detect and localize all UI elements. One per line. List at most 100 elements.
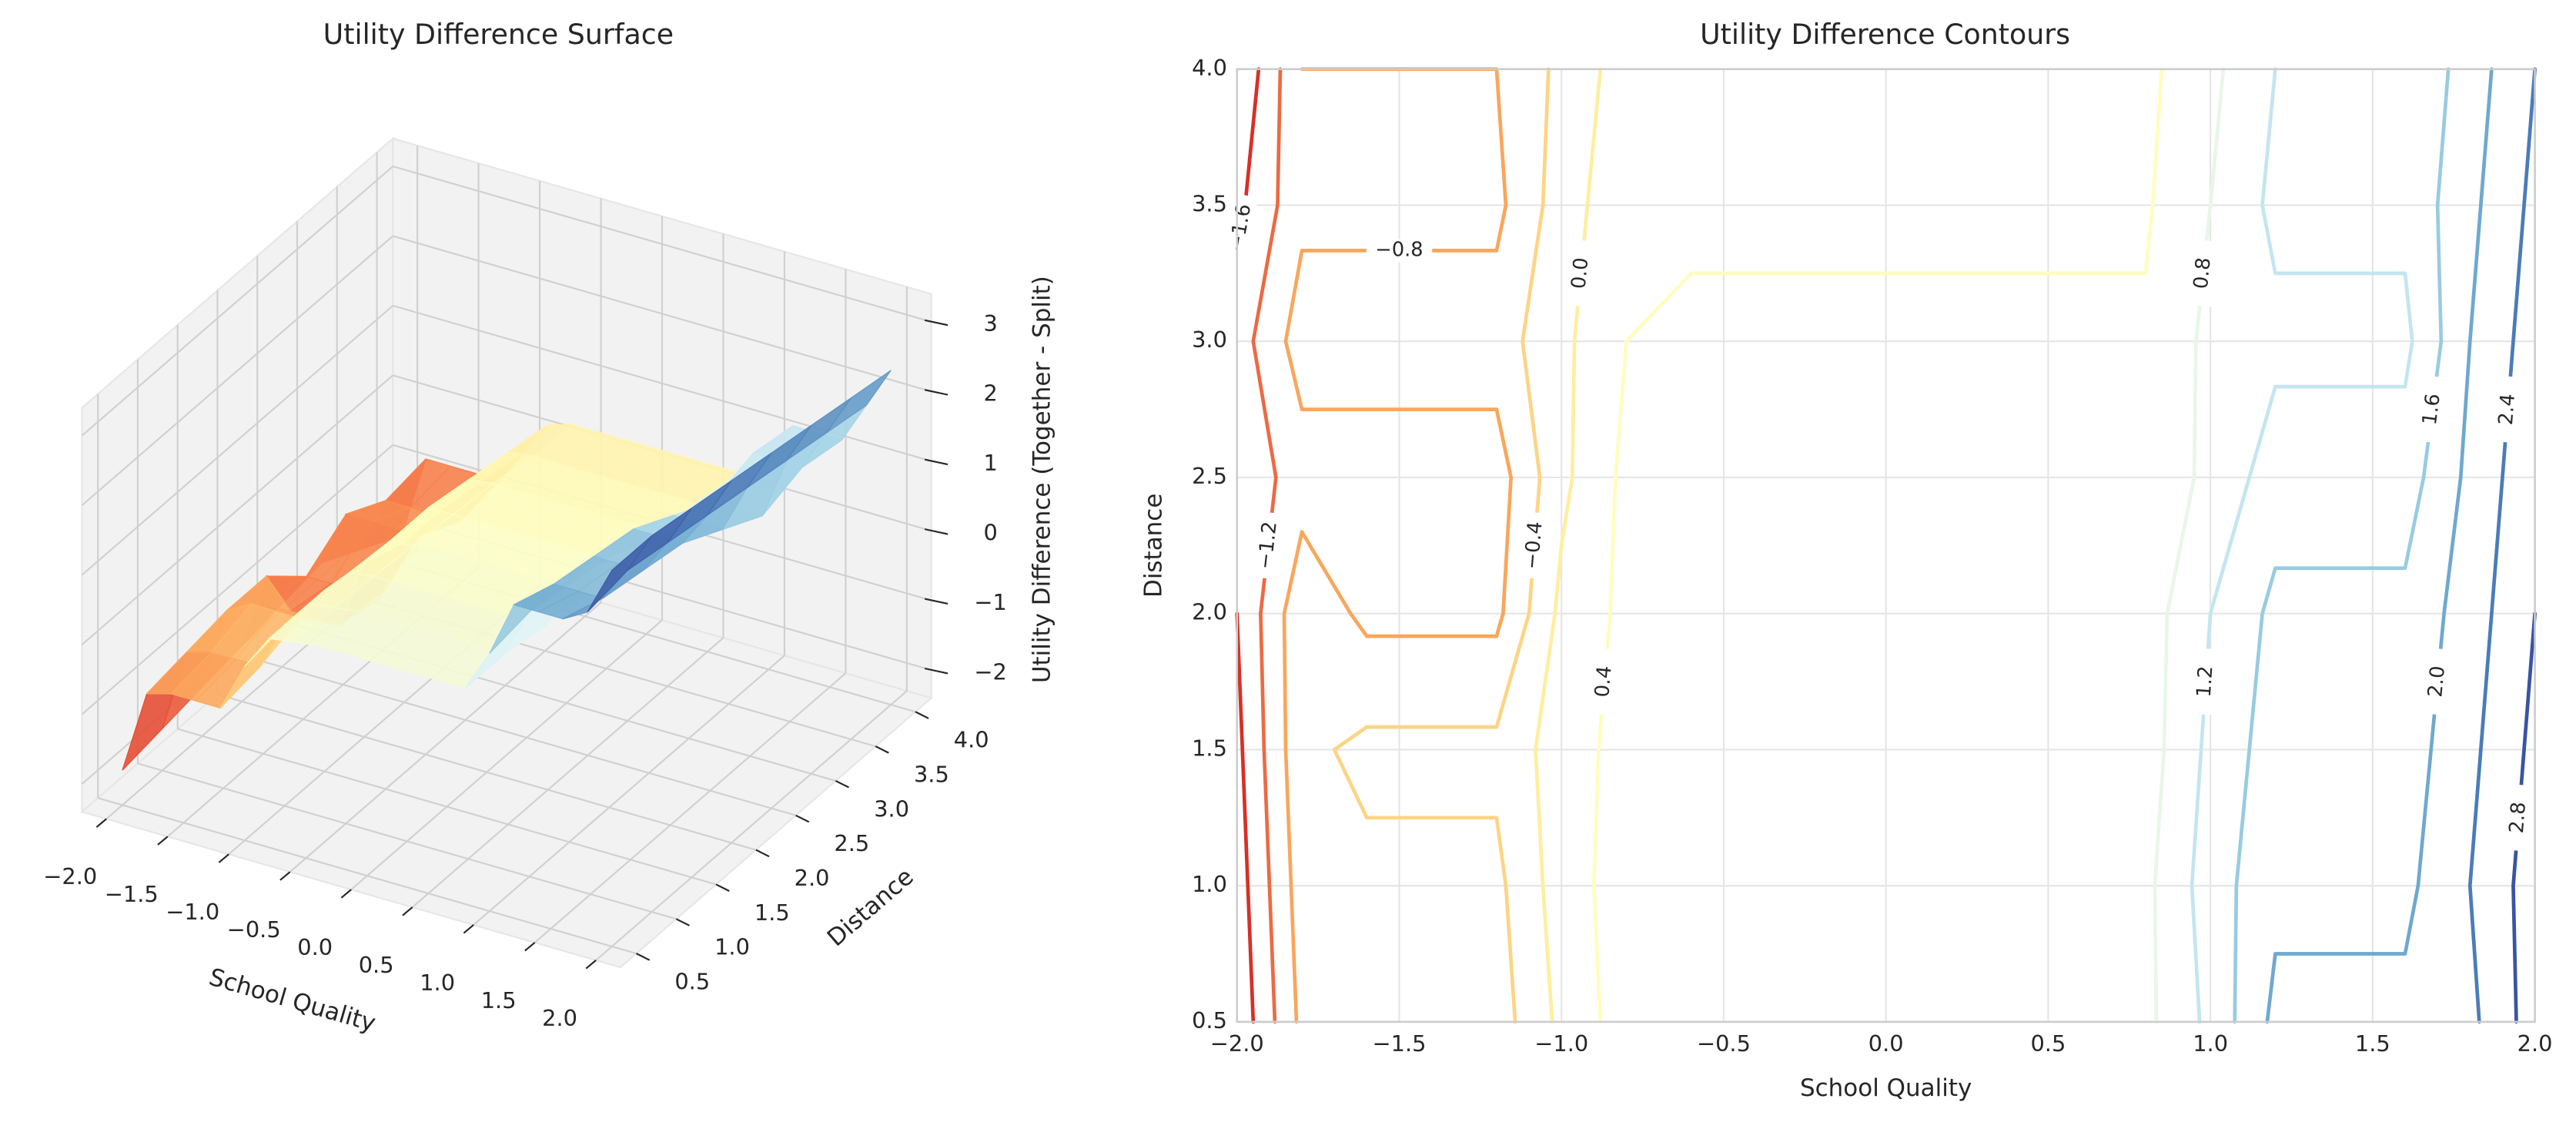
y-tick-label: 1.0 [714, 934, 750, 960]
x-tick-label: −1.5 [1372, 1030, 1426, 1057]
z-tick-label: 1 [983, 450, 997, 476]
x-tick-label: 0.0 [297, 934, 333, 960]
x-tick-label: −1.0 [166, 899, 219, 925]
contour-line [1592, 67, 2164, 1024]
tick-mark [835, 779, 850, 789]
x-tick-label: −2.0 [43, 863, 97, 889]
tick-mark [524, 942, 536, 952]
y-tick-label: 4.0 [954, 727, 989, 753]
contour-label-background [1223, 193, 1259, 263]
y-tick-label: 2.5 [1192, 463, 1227, 489]
tick-mark [585, 960, 597, 970]
tick-mark [715, 883, 730, 892]
tick-mark [924, 598, 948, 605]
y-tick-label: 0.5 [1192, 1007, 1227, 1034]
contour-label-background [1590, 648, 1619, 715]
tick-mark [340, 889, 352, 899]
contour-label-text: 1.2 [2193, 665, 2218, 699]
grid-line [217, 693, 757, 851]
chart-title: Utility Difference Contours [1700, 18, 2070, 51]
grid-line [534, 672, 847, 943]
contour-label-background [2188, 239, 2219, 307]
contour-label-background [2504, 784, 2533, 852]
z-axis-label: Utility Difference (Together - Split) [1029, 276, 1056, 683]
x-tick-label: 0.5 [2030, 1030, 2066, 1057]
y-tick-label: 3.0 [1192, 327, 1227, 353]
grid-line [350, 619, 663, 890]
contour-label-text: 2.0 [2424, 665, 2450, 698]
z-tick-label: 3 [983, 310, 997, 337]
contour-label: 2.8 [2504, 784, 2533, 852]
tick-mark [924, 528, 948, 535]
x-axis-label: School Quality [1800, 1074, 1972, 1102]
x-tick-label: −1.0 [1534, 1030, 1588, 1057]
surface-patch [587, 535, 653, 613]
tick-mark [636, 953, 651, 961]
grid-line [392, 165, 932, 323]
tick-mark [218, 853, 229, 863]
y-tick-label: 1.5 [1192, 735, 1227, 761]
tick-mark [279, 871, 291, 881]
grid-line [137, 762, 677, 920]
tick-mark [675, 918, 690, 926]
contour-line [2265, 67, 2494, 1024]
grid-line [81, 444, 393, 715]
plot-frame [1236, 68, 2536, 1023]
contour-label-text: 2.4 [2494, 393, 2520, 426]
tick-mark [95, 818, 107, 828]
contour-label-background [2192, 648, 2220, 715]
contour-label-text: −0.4 [1521, 521, 1547, 570]
contour-label: 0.4 [1590, 648, 1619, 715]
y-tick-label: 1.0 [1192, 871, 1227, 897]
x-tick-label: 2.0 [2517, 1030, 2553, 1057]
tick-mark [924, 319, 948, 327]
tick-mark [875, 745, 889, 754]
grid-line [81, 305, 393, 576]
contour-label-text: 1.6 [2418, 392, 2445, 426]
z-tick-label: 2 [983, 380, 997, 407]
x-tick-label: −0.5 [1697, 1030, 1751, 1057]
grid-line [289, 601, 602, 873]
y-tick-label: 3.5 [914, 762, 949, 788]
x-tick-label: 1.5 [481, 987, 517, 1013]
contour-label-background [1366, 239, 1433, 263]
tick-mark [924, 389, 948, 396]
contour-label: 1.6 [2417, 375, 2448, 444]
tick-mark [915, 711, 929, 719]
grid-line [595, 690, 908, 961]
tick-mark [795, 814, 810, 823]
y-tick-label: 0.5 [674, 969, 710, 995]
y-tick-label: 4.0 [1192, 55, 1227, 81]
contour-label: 0.8 [2188, 239, 2219, 307]
grid-line [392, 235, 932, 393]
contour-axes: −2.0 −1.5 −1.0 −0.5 0.0 0.5 1.0 1.5 2.0 0.5 1.0 1.5… [1139, 55, 2552, 1102]
tick-mark [924, 667, 948, 675]
x-tick-label: 0.0 [1868, 1030, 1904, 1057]
grid-line [97, 797, 637, 955]
tick-mark [402, 906, 413, 916]
z-tick-label: −2 [974, 658, 1007, 685]
contour-label-text: 2.8 [2505, 801, 2531, 834]
contour-label-background [1520, 511, 1549, 580]
z-tick-label: 0 [983, 520, 997, 546]
grid-line [473, 655, 785, 926]
y-tick-label: 2.5 [834, 830, 869, 856]
y-tick-label: 2.0 [795, 865, 830, 891]
contour-label-text: 0.0 [1567, 256, 1594, 290]
contour-label-background [1253, 511, 1284, 580]
contour-label-text: −0.8 [1375, 238, 1423, 261]
y-tick-label: 3.0 [874, 796, 909, 822]
contour-label: −1.2 [1253, 511, 1284, 580]
y-tick-label: 1.5 [754, 900, 790, 926]
x-tick-label: 2.0 [542, 1005, 577, 1031]
x-tick-label: −0.5 [227, 916, 281, 943]
contour-label: −0.8 [1366, 238, 1433, 263]
x-tick-label: −2.0 [1210, 1030, 1264, 1057]
tick-mark [157, 836, 169, 846]
contour-label-background [2494, 375, 2522, 444]
grid-line [81, 374, 393, 645]
contour-label-background [1566, 239, 1596, 307]
contour-label: 0.0 [1566, 239, 1596, 307]
